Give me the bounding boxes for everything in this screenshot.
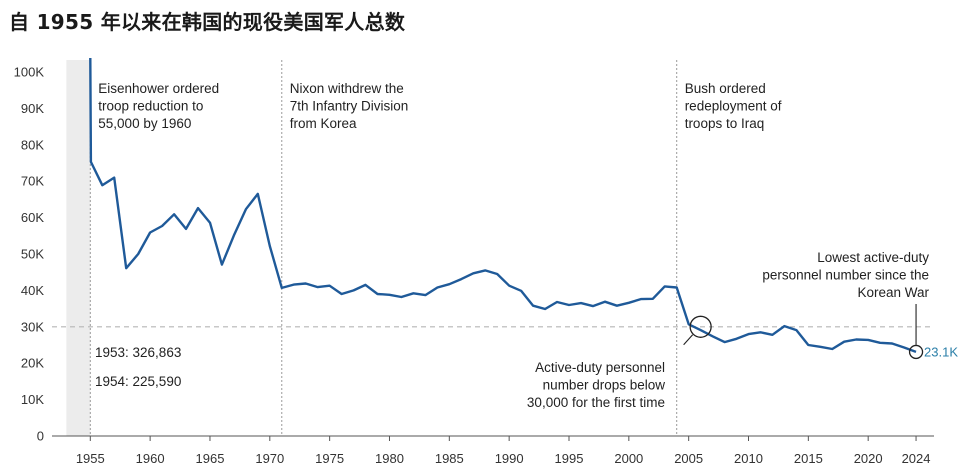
y-tick-label: 50K xyxy=(21,247,44,262)
callout-text: number drops below xyxy=(543,378,666,393)
annotation-text: 7th Infantry Division xyxy=(290,99,409,114)
annotation-text: troops to Iraq xyxy=(685,116,765,131)
note-text: 1953: 326,863 xyxy=(95,345,181,360)
end-value-label: 23.1K xyxy=(924,344,958,359)
x-tick-label: 2000 xyxy=(614,451,643,466)
x-tick-label: 2020 xyxy=(854,451,883,466)
y-tick-label: 30K xyxy=(21,319,44,334)
annotation-text: redeployment of xyxy=(685,99,782,114)
x-tick-label: 2010 xyxy=(734,451,763,466)
note-text: 1954: 225,590 xyxy=(95,374,181,389)
annotation-text: Nixon withdrew the xyxy=(290,81,404,96)
x-tick-label: 1985 xyxy=(435,451,464,466)
lowest-circle xyxy=(908,344,924,360)
callout-text: Active-duty personnel xyxy=(535,360,665,375)
x-tick-label: 2015 xyxy=(794,451,823,466)
x-tick-label: 1990 xyxy=(495,451,524,466)
x-tick-label: 1995 xyxy=(555,451,584,466)
y-tick-label: 80K xyxy=(21,137,44,152)
callout-leader xyxy=(683,334,694,346)
y-tick-label: 60K xyxy=(21,210,44,225)
annotation-text: Bush ordered xyxy=(685,81,766,96)
series-line xyxy=(89,57,917,354)
x-tick-label: 1955 xyxy=(76,451,105,466)
lowest-text: personnel number since the xyxy=(762,268,929,283)
annotation-text: from Korea xyxy=(290,116,357,131)
x-tick-label: 2024 xyxy=(902,451,931,466)
shaded-region xyxy=(66,60,91,436)
x-tick-label: 1980 xyxy=(375,451,404,466)
y-tick-label: 100K xyxy=(14,65,45,80)
y-tick-label: 40K xyxy=(21,283,44,298)
callout-text: 30,000 for the first time xyxy=(527,395,665,410)
y-tick-label: 20K xyxy=(21,356,44,371)
y-tick-label: 70K xyxy=(21,174,44,189)
y-tick-label: 10K xyxy=(21,392,44,407)
x-tick-label: 1965 xyxy=(196,451,225,466)
annotation-text: troop reduction to xyxy=(98,99,203,114)
y-tick-label: 90K xyxy=(21,101,44,116)
annotation-text: Eisenhower ordered xyxy=(98,81,219,96)
annotation-text: 55,000 by 1960 xyxy=(98,116,191,131)
y-tick-label: 0 xyxy=(37,429,44,444)
x-tick-label: 1960 xyxy=(136,451,165,466)
callout-circle xyxy=(689,315,712,338)
x-tick-label: 1975 xyxy=(315,451,344,466)
lowest-text: Lowest active-duty xyxy=(817,250,929,265)
lowest-text: Korean War xyxy=(857,285,929,300)
x-tick-label: 2005 xyxy=(674,451,703,466)
x-tick-label: 1970 xyxy=(255,451,284,466)
chart-title: 自 1955 年以来在韩国的现役美国军人总数 xyxy=(9,10,406,34)
